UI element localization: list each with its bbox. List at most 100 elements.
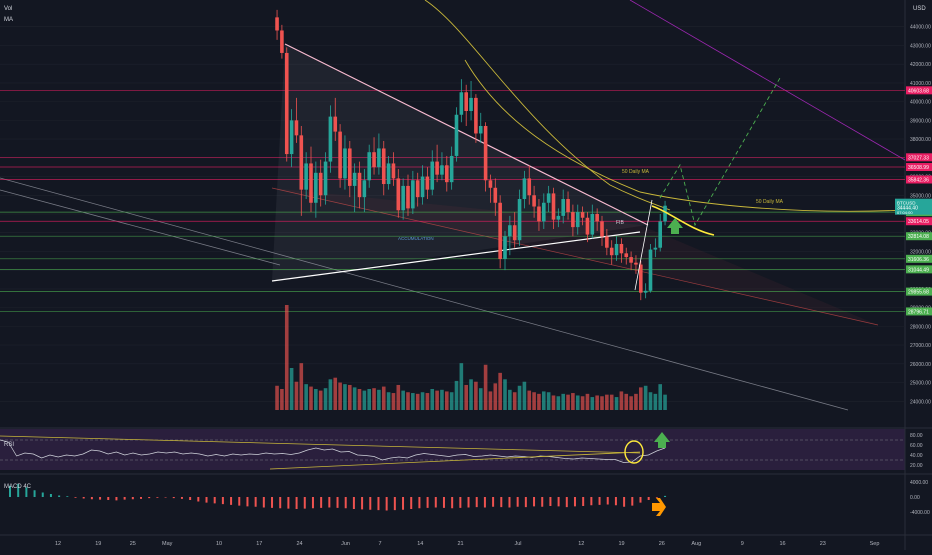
volume-bar bbox=[352, 387, 357, 410]
macd-histogram-bar bbox=[623, 497, 626, 507]
volume-bar bbox=[459, 363, 464, 410]
time-axis-tick: 14 bbox=[417, 541, 423, 547]
macd-histogram-bar bbox=[156, 497, 159, 498]
time-axis-tick: 19 bbox=[95, 541, 101, 547]
candle-body bbox=[454, 114, 459, 156]
macd-histogram-bar bbox=[557, 497, 560, 507]
macd-histogram-bar bbox=[614, 497, 617, 506]
macd-histogram-bar bbox=[402, 497, 405, 510]
triangle-lower-line bbox=[271, 231, 641, 282]
macd-histogram-bar bbox=[508, 497, 511, 508]
level-tag-label: 31044.49 bbox=[908, 267, 929, 273]
volume-bar bbox=[474, 381, 478, 410]
candle-body bbox=[483, 125, 488, 181]
volume-bar bbox=[653, 393, 658, 410]
macd-tick-label: 0.00 bbox=[910, 495, 920, 501]
candle-body bbox=[348, 148, 352, 186]
macd-histogram-bar bbox=[320, 497, 323, 508]
macd-histogram-bar bbox=[459, 497, 462, 508]
candle-body bbox=[643, 290, 648, 293]
candle-body bbox=[362, 180, 367, 198]
price-tick-label: 26000.00 bbox=[910, 362, 931, 368]
level-tag bbox=[906, 265, 932, 274]
candle-body bbox=[634, 262, 638, 265]
candle-body bbox=[415, 180, 420, 198]
macd-histogram-bar bbox=[606, 497, 609, 505]
volume-bar bbox=[571, 393, 575, 410]
candle-body bbox=[309, 163, 313, 203]
triangle-upper-line bbox=[284, 43, 649, 226]
volume-bar bbox=[425, 393, 430, 410]
volume-bar bbox=[663, 394, 667, 410]
macd-histogram-bar bbox=[238, 497, 241, 506]
vol-indicator-label: Vol bbox=[4, 6, 13, 12]
macd-histogram-bar bbox=[492, 497, 495, 507]
price-tick-label: 38000.00 bbox=[910, 137, 931, 143]
rsi-line bbox=[0, 439, 666, 463]
candle-body bbox=[575, 212, 580, 228]
macd-histogram-bar bbox=[541, 497, 544, 507]
macd-histogram-bar bbox=[631, 497, 634, 506]
macd-histogram-bar bbox=[418, 497, 421, 509]
candle-body bbox=[352, 172, 357, 186]
macd-histogram-bar bbox=[573, 497, 576, 507]
level-tag-label: 32814.08 bbox=[908, 234, 929, 240]
volume-bar bbox=[289, 368, 294, 410]
volume-bar bbox=[488, 391, 493, 410]
volume-bar bbox=[522, 381, 527, 410]
volume-bar bbox=[566, 394, 570, 410]
volume-bar bbox=[333, 377, 338, 410]
candle-body bbox=[508, 225, 512, 237]
volume-bar bbox=[318, 390, 323, 410]
candle-body bbox=[561, 199, 565, 216]
level-tag bbox=[906, 217, 932, 226]
volume-bar bbox=[512, 392, 517, 410]
red-projection-line bbox=[271, 187, 879, 326]
volume-bar bbox=[435, 390, 439, 410]
candle-body bbox=[527, 178, 532, 196]
candle-body bbox=[566, 199, 570, 213]
currency-label[interactable]: USD bbox=[913, 6, 926, 12]
macd-histogram-bar bbox=[189, 497, 192, 500]
volume-bar bbox=[537, 393, 541, 410]
volume-bar bbox=[643, 385, 648, 410]
candle-body bbox=[517, 199, 522, 241]
time-axis-tick: 24 bbox=[296, 541, 302, 547]
macd-histogram-bar bbox=[352, 497, 355, 509]
macd-histogram-bar bbox=[295, 497, 298, 509]
candle-body bbox=[440, 165, 444, 175]
time-axis-tick: Jul bbox=[514, 541, 521, 547]
volume-bar bbox=[362, 390, 367, 410]
candle-body bbox=[571, 212, 575, 228]
candle-body bbox=[551, 193, 556, 220]
macd-histogram-bar bbox=[344, 497, 347, 509]
candle-body bbox=[624, 253, 629, 258]
candle-body bbox=[386, 163, 391, 185]
volume-bar bbox=[503, 379, 507, 410]
channel-line-inner bbox=[0, 189, 281, 266]
candle-body bbox=[595, 214, 599, 222]
macd-histogram-bar bbox=[17, 483, 20, 497]
macd-histogram-bar bbox=[58, 495, 61, 497]
volume-bar bbox=[314, 389, 318, 410]
level-tag bbox=[906, 86, 932, 95]
volume-bar bbox=[629, 396, 633, 410]
candle-body bbox=[280, 30, 284, 53]
macd-histogram-bar bbox=[41, 492, 44, 497]
volume-bar bbox=[275, 385, 279, 410]
time-axis-tick: 19 bbox=[618, 541, 624, 547]
volume-bar bbox=[284, 305, 289, 410]
candle-body bbox=[411, 180, 415, 209]
macd-histogram-bar bbox=[369, 497, 372, 510]
volume-bar bbox=[280, 389, 284, 410]
candle-body bbox=[653, 247, 658, 250]
volume-bar bbox=[415, 393, 420, 410]
level-tag-label: 35842.36 bbox=[908, 177, 929, 183]
volume-bar bbox=[391, 393, 396, 410]
level-tag bbox=[906, 307, 932, 316]
candle-body bbox=[314, 172, 318, 203]
time-axis-tick: 7 bbox=[378, 541, 381, 547]
volume-bar bbox=[430, 389, 435, 410]
